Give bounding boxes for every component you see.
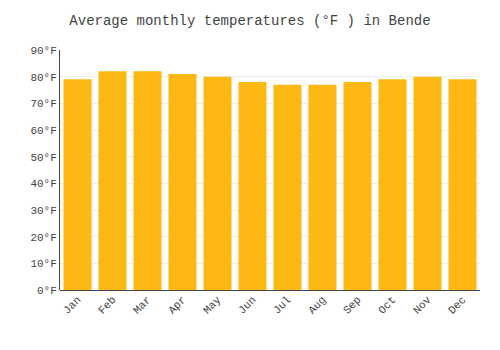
svg-text:80°F: 80°F [30, 72, 56, 84]
svg-text:Oct: Oct [376, 294, 398, 316]
svg-text:30°F: 30°F [30, 205, 56, 217]
svg-text:50°F: 50°F [30, 152, 56, 164]
svg-text:60°F: 60°F [30, 125, 56, 137]
svg-text:Average monthly temperatures (: Average monthly temperatures (°F ) in Be… [69, 13, 430, 29]
svg-text:20°F: 20°F [30, 232, 56, 244]
svg-text:Feb: Feb [96, 294, 118, 316]
svg-text:Jun: Jun [236, 294, 258, 316]
svg-text:Mar: Mar [131, 294, 153, 316]
svg-text:Jan: Jan [61, 294, 83, 316]
svg-text:90°F: 90°F [30, 45, 56, 57]
svg-text:10°F: 10°F [30, 258, 56, 270]
svg-text:0°F: 0°F [37, 285, 57, 297]
svg-text:70°F: 70°F [30, 98, 56, 110]
svg-text:Apr: Apr [166, 294, 188, 316]
svg-text:Nov: Nov [411, 294, 434, 317]
svg-text:40°F: 40°F [30, 178, 56, 190]
svg-text:May: May [201, 294, 224, 317]
svg-text:Jul: Jul [271, 294, 293, 316]
svg-text:Sep: Sep [341, 294, 363, 316]
svg-text:Dec: Dec [446, 294, 468, 316]
svg-text:Aug: Aug [306, 294, 328, 316]
